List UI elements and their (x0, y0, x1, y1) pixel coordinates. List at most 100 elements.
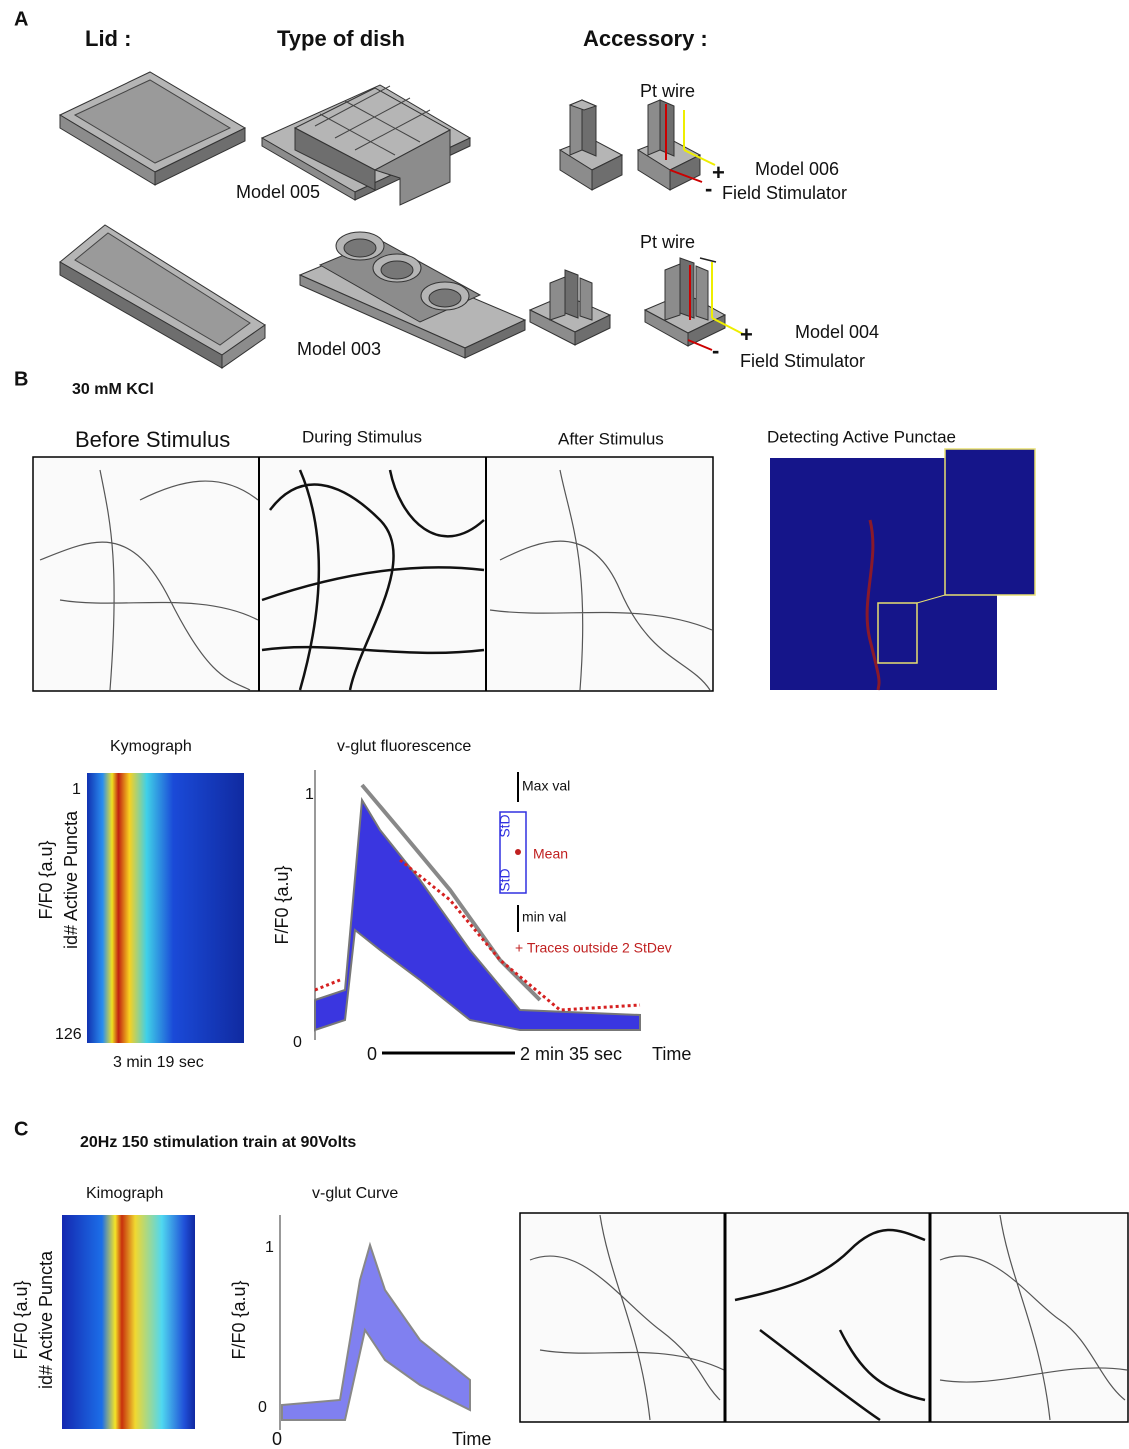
device-label: Field Stimulator (740, 351, 865, 371)
dish-drawing (260, 84, 472, 206)
plot-title: v-glut fluorescence (337, 738, 471, 755)
condition-title: 20Hz 150 stimulation train at 90Volts (80, 1134, 356, 1151)
drawing-polygon (221, 324, 266, 369)
drawing-path (39, 469, 259, 691)
drawing-ellipse (428, 288, 462, 308)
drawing-polygon (574, 314, 611, 346)
drawing-path (314, 858, 641, 1012)
row-label: 1 (72, 781, 81, 798)
drawing-path (529, 1214, 725, 1421)
y-axis-label: F/F0 {a.u} (229, 1280, 249, 1359)
drawing-polygon (664, 263, 681, 321)
legend (499, 772, 527, 932)
condition-title: 30 mM KCl (72, 381, 154, 398)
legend-label: Max val (522, 778, 570, 794)
drawing-rect (499, 811, 527, 894)
drawing-path (261, 469, 485, 691)
drawing-polygon (549, 276, 566, 321)
y-axis-label: F/F0 {a.u} (36, 840, 56, 919)
drawing-polygon (647, 99, 661, 156)
curve-band (281, 1241, 471, 1421)
drawing-circle (515, 849, 521, 855)
image-title: Detecting Active Punctae (767, 427, 956, 446)
model-label: Model 004 (795, 322, 879, 342)
drawing-line (683, 149, 716, 166)
x-tick-label: 0 (272, 1429, 282, 1449)
drawing-polygon (154, 127, 246, 186)
plot-title: v-glut Curve (312, 1185, 398, 1202)
drawing-polygon (73, 79, 232, 164)
column-header: Lid : (85, 26, 131, 51)
y-axis-label: id# Active Puncta (61, 810, 81, 949)
minus-sign: - (705, 176, 712, 201)
y-tick-label: 0 (258, 1399, 267, 1416)
scale-label: 0 (367, 1044, 377, 1064)
wire-label: Pt wire (640, 232, 695, 252)
drawing-polygon (564, 269, 579, 319)
plot-title: Kimograph (86, 1185, 163, 1202)
y-axis-label: id# Active Puncta (36, 1250, 56, 1389)
kymograph-image (62, 1215, 195, 1429)
drawing-line (711, 317, 746, 336)
lid-drawing (59, 224, 266, 369)
drawing-path (734, 1228, 926, 1422)
kymograph-image (87, 773, 244, 1043)
column-header: Accessory : (583, 26, 708, 51)
drawing-polygon (373, 129, 451, 206)
drawing-path (314, 85, 431, 156)
x-axis-label: Time (652, 1044, 691, 1064)
drawing-path (865, 519, 881, 691)
legend-label: Mean (533, 846, 568, 862)
drawing-polygon (294, 127, 376, 191)
detection-image (770, 448, 1036, 691)
drawing-polygon (669, 154, 701, 191)
legend-label: StD (497, 868, 513, 891)
plus-sign: + (740, 322, 753, 347)
drawing-rect (944, 448, 1036, 596)
drawing-path (360, 783, 542, 1002)
drawing-ellipse (343, 238, 377, 258)
model-label: Model 006 (755, 159, 839, 179)
drawing-line (687, 339, 713, 351)
drawing-polygon (591, 154, 623, 191)
image-title: After Stimulus (558, 429, 664, 448)
dish-drawing (298, 231, 527, 359)
drawing-line (916, 594, 946, 604)
drawing-polygon (679, 257, 695, 319)
y-tick-label: 1 (265, 1239, 274, 1256)
x-axis-label: Time (452, 1429, 491, 1449)
legend-label: + Traces outside 2 StDev (515, 940, 672, 956)
curve-band (314, 783, 641, 1032)
drawing-path (939, 1214, 1128, 1421)
wire-label: Pt wire (640, 81, 695, 101)
drawing-polygon (687, 314, 726, 347)
model-label: Model 005 (236, 182, 320, 202)
y-axis-label: F/F0 {a.u} (272, 865, 292, 944)
device-label: Field Stimulator (722, 183, 847, 203)
scale-label: 2 min 35 sec (520, 1044, 622, 1064)
drawing-path (489, 469, 713, 691)
drawing-polygon (695, 265, 709, 321)
drawing-rect (877, 602, 918, 664)
row-label: 126 (55, 1026, 82, 1043)
drawing-ellipse (380, 260, 414, 280)
legend-label: min val (522, 909, 566, 925)
drawing-line (669, 169, 703, 183)
drawing-polygon (74, 232, 251, 346)
drawing-polygon (568, 99, 598, 111)
model-label: Model 003 (297, 339, 381, 359)
lid-drawing (58, 71, 247, 186)
drawing-polygon (579, 277, 593, 321)
drawing-path (314, 796, 641, 1032)
image-title: Before Stimulus (75, 427, 230, 452)
y-axis-label: F/F0 {a.u} (11, 1280, 31, 1359)
drawing-rect (32, 456, 714, 692)
accessory-drawing (558, 99, 716, 191)
plot-title: Kymograph (110, 738, 192, 755)
y-tick-label: 1 (305, 786, 314, 803)
drawing-rect (519, 1212, 1129, 1423)
x-axis-label: 3 min 19 sec (113, 1054, 204, 1071)
panel-label: A (14, 8, 28, 30)
y-tick-label: 0 (293, 1034, 302, 1051)
